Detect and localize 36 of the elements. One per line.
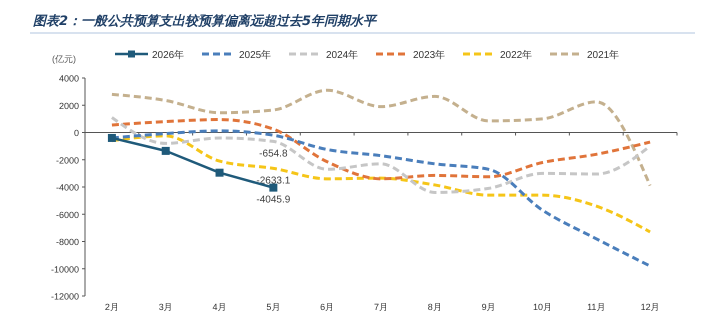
y-tick-label: -10000 (50, 264, 79, 274)
x-tick-label: 10月 (532, 302, 552, 312)
y-tick-label: -8000 (56, 237, 79, 247)
y-tick-label: -2000 (56, 155, 79, 166)
data-label: -2633.1 (256, 175, 291, 186)
x-tick-label: 9月 (482, 302, 496, 312)
legend-label: 2024年 (326, 49, 358, 61)
data-label: -654.8 (259, 148, 288, 160)
y-tick-label: -4000 (56, 182, 79, 192)
point (216, 168, 224, 177)
legend-label: 2025年 (239, 49, 272, 61)
legend-label: 2026年 (152, 49, 184, 61)
legend-label: 2023年 (413, 49, 446, 61)
data-label: -4045.9 (256, 194, 291, 206)
x-tick-label: 6月 (320, 302, 334, 312)
x-tick-label: 2月 (104, 302, 119, 312)
y-axis-title: (亿元) (52, 54, 76, 64)
x-tick-label: 11月 (587, 302, 606, 312)
x-tick-label: 12月 (640, 302, 660, 312)
x-tick-label: 7月 (374, 302, 388, 312)
legend-label: 2021年 (587, 49, 620, 61)
y-tick-label: 4000 (58, 74, 79, 84)
line-series (110, 88, 652, 188)
point (108, 134, 116, 142)
x-tick-label: 3月 (158, 302, 173, 312)
y-tick-label: -6000 (56, 210, 79, 220)
y-tick-label: 0 (74, 128, 79, 138)
y-tick-label: -12000 (50, 292, 79, 302)
x-tick-label: 5月 (266, 302, 280, 312)
x-tick-label: 4月 (212, 302, 227, 312)
point (269, 184, 278, 192)
y-tick-label: 2000 (58, 100, 79, 111)
legend-label: 2022年 (500, 49, 532, 61)
point (162, 146, 170, 155)
x-tick-label: 8月 (428, 302, 442, 312)
chart-title: 图表2：一般公共预算支出较预算偏离远超过去5年同期水平 (33, 13, 378, 29)
